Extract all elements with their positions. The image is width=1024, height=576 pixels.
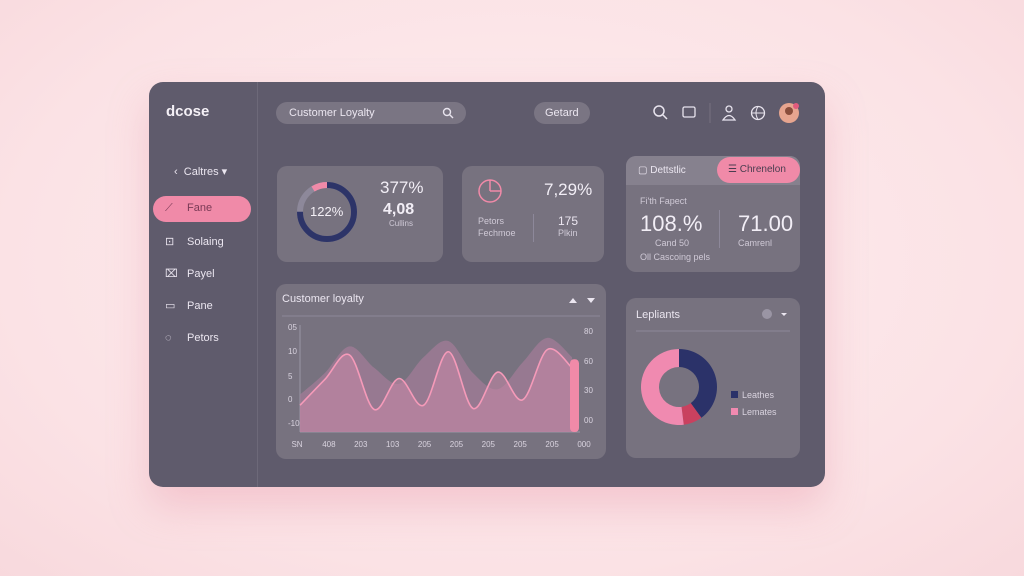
sidebar-divider: [257, 82, 258, 487]
menu-icon: ⌧: [165, 268, 178, 280]
menu-item[interactable]: ▭ Pane: [165, 299, 213, 312]
y2-tick-label: 30: [584, 386, 593, 395]
divider: [719, 210, 720, 248]
sidebar-header-text: Caltres: [183, 166, 219, 178]
donut-chart: Lepliants Leathes Lemates: [636, 309, 790, 425]
menu-icon: ⟋: [165, 202, 173, 214]
legend-label: Lemates: [742, 407, 777, 417]
metric: 71.00: [738, 211, 794, 236]
y-tick-label: 10: [288, 347, 297, 356]
menu-icon: ⊡: [165, 236, 175, 248]
menu-text: Payel: [187, 268, 215, 280]
donut-segment: [681, 403, 702, 425]
y2-tick-label: 60: [584, 357, 593, 366]
x-tick-label: SN: [291, 440, 302, 449]
donut-segment: [679, 349, 717, 418]
button-text: Getard: [545, 107, 579, 119]
y-tick-label: 5: [288, 372, 293, 381]
menu-dot[interactable]: [762, 309, 772, 319]
active-tab[interactable]: [717, 157, 800, 183]
chart-title: Customer loyalty: [282, 293, 364, 305]
menu-text: Fane: [187, 202, 213, 214]
x-tick-label: 205: [514, 440, 528, 449]
tab-text: Dettstlic: [650, 165, 686, 176]
logo: dcose: [166, 103, 210, 120]
card: [277, 166, 443, 262]
x-tick-label: 205: [450, 440, 464, 449]
x-tick-label: 408: [322, 440, 336, 449]
menu-text: Pane: [187, 300, 213, 312]
metric: 4,08: [383, 201, 415, 218]
label: Plkin: [558, 228, 578, 238]
menu-icon: ◌: [165, 332, 172, 344]
pie-icon: [478, 179, 502, 203]
header-icons[interactable]: [650, 102, 810, 124]
x-tick-label: 205: [545, 440, 559, 449]
caption: Cullins: [389, 219, 414, 228]
label: Petors: [478, 216, 505, 226]
tab[interactable]: ▢ Dettstlic: [638, 165, 686, 176]
search-box[interactable]: [276, 102, 466, 124]
y2-tick-label: 00: [584, 416, 593, 425]
ring-label: 122%: [310, 204, 344, 219]
x-tick-label: 203: [354, 440, 368, 449]
menu-text: Petors: [187, 332, 219, 344]
donut-title: Lepliants: [636, 309, 681, 321]
legend-swatch: [731, 391, 738, 398]
y-tick-label: 0: [288, 395, 293, 404]
area-chart: Customer loyalty 05 10 5 0 -10 80 60 30 00 SN 408 2…: [282, 293, 600, 449]
menu-item[interactable]: ⟋ Fane: [165, 202, 212, 215]
metric: 7,29%: [544, 180, 593, 199]
x-tick-label: 000: [577, 440, 591, 449]
button[interactable]: [534, 102, 590, 124]
donut-segment: [641, 349, 684, 425]
metric: 175: [558, 214, 579, 228]
line: [299, 347, 573, 411]
y-tick-label: 05: [288, 323, 297, 332]
metric: 108.%: [640, 211, 703, 236]
menu-text: Solaing: [187, 236, 224, 248]
legend-swatch: [731, 408, 738, 415]
menu-item[interactable]: ⌧ Payel: [165, 267, 215, 280]
sort-arrows[interactable]: [569, 298, 595, 303]
label: Fechmoe: [478, 228, 516, 238]
ring-chart: [297, 182, 357, 242]
sidebar-header[interactable]: ‹ Caltres ▾: [174, 166, 228, 178]
menu-arrow[interactable]: [781, 313, 787, 316]
metric-label: Camrenl: [738, 238, 773, 248]
y-tick-label: -10: [288, 419, 300, 428]
menu-icon: ▭: [165, 300, 176, 312]
legend-label: Leathes: [742, 390, 775, 400]
metric: 377%: [380, 178, 424, 197]
search-icon[interactable]: [442, 107, 454, 119]
line-area: [300, 348, 572, 432]
menu-item[interactable]: ◌ Petors: [165, 332, 219, 344]
tab-text: Chrenelon: [739, 164, 786, 175]
metric-label: Cand 50: [655, 238, 690, 248]
search-text: Customer Loyalty: [289, 107, 375, 119]
highlight-bar: [570, 359, 579, 432]
footer: Oll Cascoing pels: [640, 252, 711, 262]
y2-tick-label: 80: [584, 327, 593, 336]
active-item[interactable]: [153, 196, 251, 222]
tab: ☰ Chrenelon: [728, 164, 786, 175]
x-tick-label: 205: [482, 440, 496, 449]
subtitle: Fi'th Fapect: [640, 196, 687, 206]
x-tick-label: 205: [418, 440, 432, 449]
divider: [533, 214, 534, 242]
x-tick-label: 103: [386, 440, 400, 449]
ring-accent: [311, 182, 328, 192]
menu-item[interactable]: ⊡ Solaing: [165, 235, 224, 248]
